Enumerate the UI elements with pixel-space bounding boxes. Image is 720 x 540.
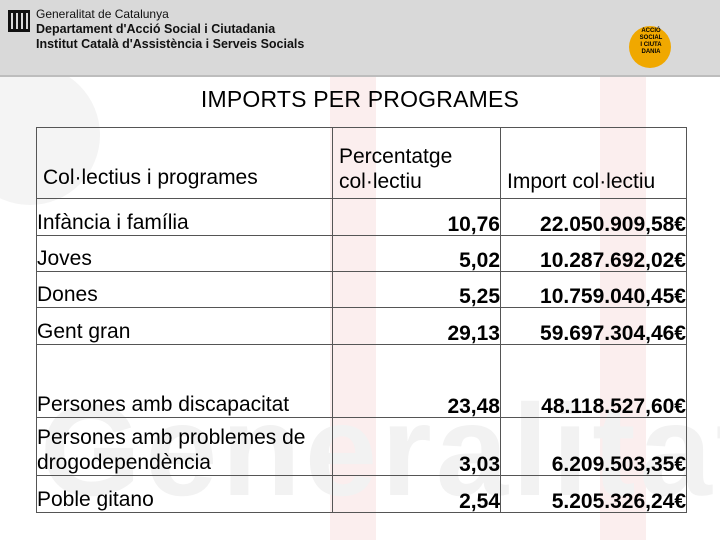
org-line-1: Generalitat de Catalunya (36, 7, 169, 21)
cell-import: 48.118.527,60€ (500, 343, 687, 418)
table-row: Infància i família 10,76 22.050.909,58€ (36, 198, 687, 237)
accio-social-badge-icon (629, 26, 671, 68)
cell-import: 6.209.503,35€ (500, 416, 687, 476)
cell-percentatge: 5,02 (332, 235, 501, 273)
accio-social-badge-text: ACCIÓ SOCIAL I CIUTA DANIA (639, 28, 663, 55)
table-row: Poble gitano 2,54 5.205.326,24€ (36, 474, 687, 514)
cell-collectiu: Joves (36, 235, 333, 273)
cell-percentatge: 2,54 (332, 474, 501, 514)
generalitat-logo-icon (8, 10, 30, 32)
table-row: Persones amb problemes de drogodependènc… (36, 416, 687, 476)
cell-import: 10.759.040,45€ (500, 271, 687, 309)
programs-table: Col·lectius i programes Percentatge col·… (36, 126, 687, 514)
cell-collectiu: Gent gran (36, 307, 333, 345)
cell-percentatge: 3,03 (332, 416, 501, 476)
cell-import: 22.050.909,58€ (500, 198, 687, 237)
cell-percentatge: 10,76 (332, 198, 501, 237)
cell-import: 10.287.692,02€ (500, 235, 687, 273)
header-bar: Generalitat de Catalunya Departament d'A… (0, 0, 720, 77)
cell-collectiu: Poble gitano (36, 474, 333, 514)
table-row: Persones amb discapacitat 23,48 48.118.5… (36, 343, 687, 418)
organization-name: Generalitat de Catalunya Departament d'A… (36, 7, 304, 52)
header-import: Import col·lectiu (500, 126, 687, 200)
org-line-2: Departament d'Acció Social i Ciutadania (36, 22, 276, 36)
cell-import: 59.697.304,46€ (500, 307, 687, 345)
cell-percentatge: 23,48 (332, 343, 501, 418)
page-title: IMPORTS PER PROGRAMES (200, 86, 520, 112)
table-row: Gent gran 29,13 59.697.304,46€ (36, 307, 687, 345)
cell-collectiu: Dones (36, 271, 333, 309)
cell-collectiu: Infància i família (36, 198, 333, 237)
table-header-row: Col·lectius i programes Percentatge col·… (36, 126, 687, 200)
table-row: Dones 5,25 10.759.040,45€ (36, 271, 687, 309)
table-row: Joves 5,02 10.287.692,02€ (36, 235, 687, 273)
cell-percentatge: 29,13 (332, 307, 501, 345)
header-percentatge: Percentatge col·lectiu (332, 126, 501, 200)
cell-collectiu: Persones amb discapacitat (36, 343, 333, 418)
cell-collectiu: Persones amb problemes de drogodependènc… (36, 416, 333, 476)
org-line-3: Institut Català d'Assistència i Serveis … (36, 37, 305, 51)
header-collectius: Col·lectius i programes (36, 126, 333, 200)
cell-import: 5.205.326,24€ (500, 474, 687, 514)
cell-percentatge: 5,25 (332, 271, 501, 309)
